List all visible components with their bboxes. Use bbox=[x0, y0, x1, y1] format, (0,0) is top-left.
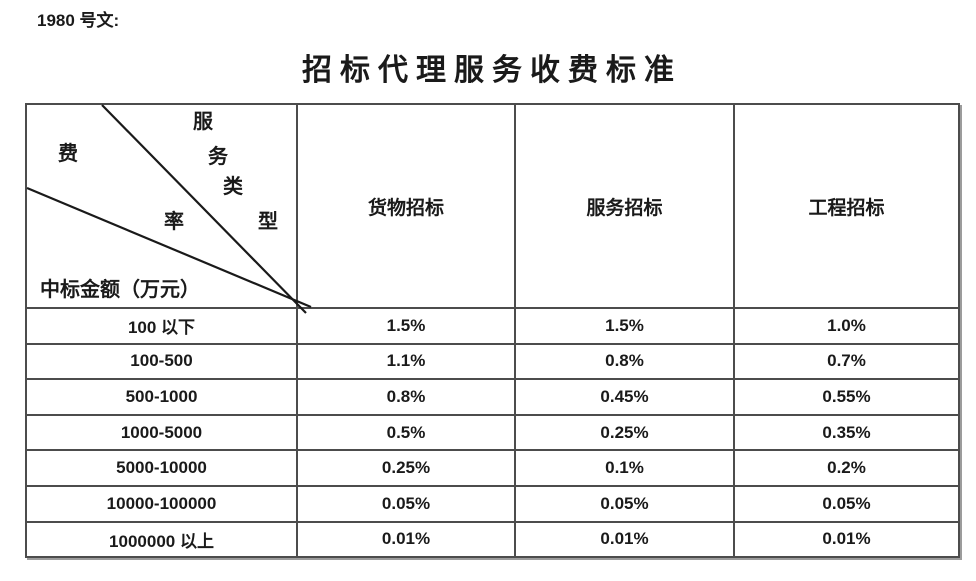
column-header-services: 服务招标 bbox=[514, 103, 735, 309]
fee-value: 0.05% bbox=[296, 484, 516, 523]
row-label: 1000000 以上 bbox=[25, 520, 298, 559]
service-type-char: 类 bbox=[223, 176, 243, 198]
fee-value: 0.05% bbox=[733, 484, 960, 523]
fee-value: 0.8% bbox=[296, 378, 516, 416]
table-header-row: 费 服 务 类 型 率 中标金额（万元） 货物招标 服务招标 工程招标 bbox=[25, 103, 960, 314]
column-header-goods: 货物招标 bbox=[296, 103, 516, 309]
row-label: 500-1000 bbox=[25, 378, 298, 416]
fee-value: 1.5% bbox=[296, 307, 516, 345]
fee-rate-char: 费 bbox=[58, 143, 78, 165]
amount-axis-label: 中标金额（万元） bbox=[40, 279, 200, 301]
column-header-engineering: 工程招标 bbox=[733, 103, 960, 309]
table-row: 1000-5000 0.5% 0.25% 0.35% bbox=[25, 413, 960, 452]
diagonal-lines bbox=[26, 104, 312, 314]
fee-value: 0.01% bbox=[733, 520, 960, 559]
service-type-char: 型 bbox=[258, 211, 278, 233]
fee-value: 0.2% bbox=[733, 449, 960, 487]
fee-value: 1.1% bbox=[296, 342, 516, 381]
fee-value: 0.25% bbox=[296, 449, 516, 487]
fee-value: 0.7% bbox=[733, 342, 960, 381]
fee-value: 0.5% bbox=[296, 413, 516, 452]
fee-value: 0.01% bbox=[514, 520, 735, 559]
row-label: 100-500 bbox=[25, 342, 298, 381]
row-label: 100 以下 bbox=[25, 307, 298, 345]
table-row: 500-1000 0.8% 0.45% 0.55% bbox=[25, 378, 960, 416]
corner-diagonal-box: 费 服 务 类 型 率 中标金额（万元） bbox=[26, 104, 312, 314]
table-row: 5000-10000 0.25% 0.1% 0.2% bbox=[25, 449, 960, 487]
fee-value: 1.5% bbox=[514, 307, 735, 345]
page-title: 招标代理服务收费标准 bbox=[302, 54, 682, 87]
fee-rate-char: 率 bbox=[164, 211, 184, 233]
fee-value: 0.45% bbox=[514, 378, 735, 416]
fee-value: 0.05% bbox=[514, 484, 735, 523]
row-label: 1000-5000 bbox=[25, 413, 298, 452]
fee-table: 费 服 务 类 型 率 中标金额（万元） 货物招标 服务招标 工程招标 100 … bbox=[25, 103, 960, 559]
fee-value: 0.1% bbox=[514, 449, 735, 487]
fee-value: 0.55% bbox=[733, 378, 960, 416]
fee-value: 1.0% bbox=[733, 307, 960, 345]
service-type-char: 服 bbox=[193, 111, 213, 133]
fee-value: 0.25% bbox=[514, 413, 735, 452]
row-label: 5000-10000 bbox=[25, 449, 298, 487]
fee-value: 0.8% bbox=[514, 342, 735, 381]
service-type-char: 务 bbox=[208, 146, 228, 168]
table-row: 1000000 以上 0.01% 0.01% 0.01% bbox=[25, 520, 960, 559]
fee-value: 0.01% bbox=[296, 520, 516, 559]
table-row: 100-500 1.1% 0.8% 0.7% bbox=[25, 342, 960, 381]
table-corner-cell: 费 服 务 类 型 率 中标金额（万元） bbox=[25, 103, 312, 314]
doc-number-label: 1980 号文: bbox=[37, 11, 120, 30]
row-label: 10000-100000 bbox=[25, 484, 298, 523]
table-row: 100 以下 1.5% 1.5% 1.0% bbox=[25, 307, 960, 345]
fee-value: 0.35% bbox=[733, 413, 960, 452]
table-row: 10000-100000 0.05% 0.05% 0.05% bbox=[25, 484, 960, 523]
